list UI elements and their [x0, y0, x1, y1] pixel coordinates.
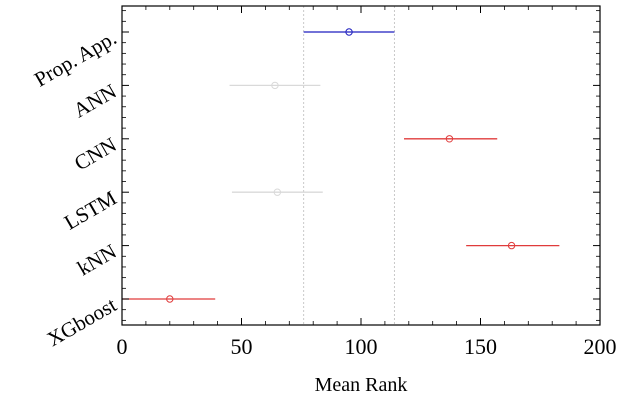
interval-1	[229, 81, 321, 90]
mean-point	[445, 135, 454, 143]
x-tick-label: 0	[117, 334, 128, 359]
x-axis-label: Mean Rank	[315, 374, 408, 396]
category-label: ANN	[69, 79, 120, 123]
interval-5	[122, 295, 216, 303]
x-tick-label: 200	[584, 334, 617, 359]
axis-ticks	[121, 6, 601, 325]
x-tick-label: 150	[464, 334, 497, 359]
category-label: kNN	[73, 239, 120, 280]
interval-2	[404, 135, 498, 143]
reference-lines	[303, 6, 395, 325]
interval-marks	[122, 28, 560, 303]
interval-4	[466, 241, 560, 250]
mean-point	[507, 241, 516, 250]
mean-point	[166, 295, 174, 303]
x-tick-label: 100	[345, 334, 378, 359]
mean-point	[273, 188, 282, 196]
category-label: LSTM	[60, 186, 121, 235]
interval-0	[303, 28, 395, 36]
mean-point	[271, 81, 279, 90]
x-tick-labels: 0 50 100 150 200	[117, 334, 617, 359]
category-label: CNN	[70, 132, 120, 175]
mean-point	[345, 28, 353, 36]
plot-frame	[121, 5, 601, 326]
category-label: XGboost	[43, 292, 121, 351]
x-tick-label: 50	[231, 334, 253, 359]
interval-3	[231, 188, 323, 196]
